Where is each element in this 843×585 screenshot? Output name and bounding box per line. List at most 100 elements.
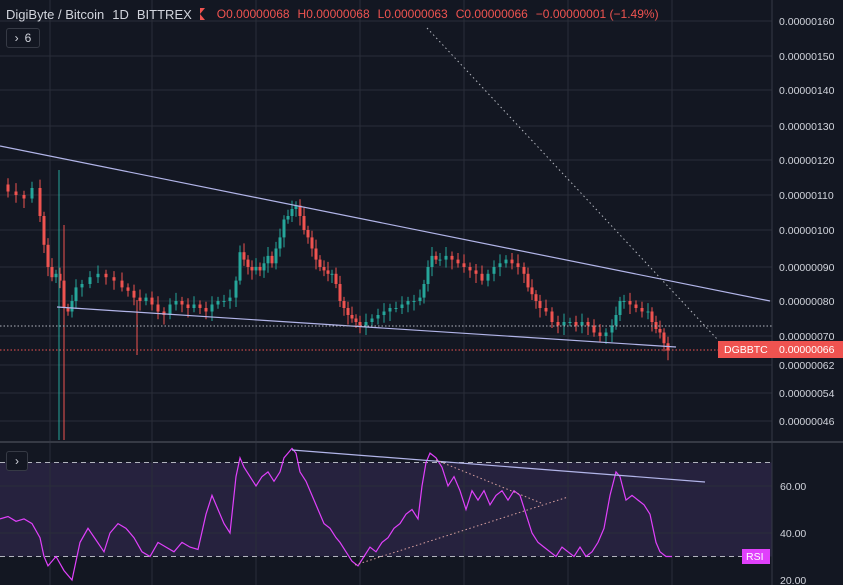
candle-body [412, 301, 416, 302]
rsi-line [0, 447, 672, 582]
interval-label[interactable]: 1D [112, 6, 129, 22]
price-tick-label: 0.00000062 [779, 360, 835, 372]
price-tick-label: 0.00000080 [779, 296, 835, 308]
price-tick-label: 0.00000150 [779, 51, 835, 63]
candle-body [646, 311, 650, 313]
candle-body [426, 267, 430, 284]
price-tick-label: 0.00000054 [779, 388, 835, 400]
candle-body [456, 259, 460, 264]
candle-body [338, 284, 342, 301]
candle-body [556, 322, 560, 326]
chevron-right-icon: › [14, 31, 19, 45]
candle-body [144, 297, 148, 301]
candle-body [282, 219, 286, 238]
candle-body [376, 315, 380, 319]
candle-body [614, 315, 618, 326]
price-tick-label: 0.00000110 [779, 190, 834, 202]
candle-body [250, 267, 254, 271]
candle-body [156, 304, 160, 312]
candle-body [538, 301, 542, 308]
flag-icon[interactable] [199, 8, 205, 20]
candle-body [370, 318, 374, 322]
indicators-toggle-button[interactable]: › 6 [6, 28, 40, 48]
candle-body [474, 270, 478, 274]
price-tick-label: 0.00000070 [779, 331, 835, 343]
candle-body [326, 270, 330, 274]
candle-body [516, 263, 520, 267]
candle-body [46, 244, 50, 267]
candle-body [112, 277, 116, 281]
candle-body [80, 284, 84, 288]
candle-body [430, 255, 434, 267]
last-price-tag [718, 341, 843, 358]
candle-body [406, 301, 410, 305]
candle-body [422, 284, 426, 298]
candle-body [658, 329, 662, 333]
candle-body [574, 322, 578, 326]
candle-body [640, 308, 644, 312]
candle-body [364, 322, 368, 326]
candle-body [50, 267, 54, 278]
candle-body [550, 311, 554, 322]
candle-body [58, 273, 62, 281]
candle-body [120, 280, 124, 288]
candle-body [354, 318, 358, 322]
candle-body [210, 304, 214, 312]
rsi-tag-label: RSI [746, 551, 764, 563]
candle-body [544, 308, 548, 312]
candle-body [274, 248, 278, 264]
candle-body [480, 273, 484, 281]
candle-body [242, 252, 246, 260]
candle-body [618, 301, 622, 315]
rsi-tag [742, 549, 770, 564]
chart-legend: DigiByte / Bitcoin 1D BITTREX O0.0000006… [6, 6, 667, 22]
candle-body [322, 267, 326, 271]
candle-body [450, 255, 454, 260]
candle-body [192, 304, 196, 308]
rsi-band [0, 462, 772, 557]
candle-body [228, 297, 232, 301]
candle-body [234, 280, 238, 298]
candle-body [346, 308, 350, 315]
candle-body [604, 332, 608, 336]
candle-body [622, 301, 626, 302]
change-value: −0.00000001 (−1.49%) [535, 7, 659, 21]
price-tick-label: 0.00000100 [779, 225, 835, 237]
candle-body [246, 259, 250, 267]
candle-body [138, 297, 142, 301]
candle-body [342, 301, 346, 308]
high-value: H0.00000068 [297, 7, 370, 21]
candle-body [96, 273, 100, 278]
candle-body [318, 259, 322, 267]
candle-body [530, 287, 534, 295]
candle-body [294, 205, 298, 209]
candle-body [438, 259, 442, 261]
chevron-right-icon: › [15, 454, 19, 468]
candle-body [580, 322, 584, 326]
candle-body [6, 184, 10, 192]
candle-body [238, 252, 242, 281]
candle-body [400, 304, 404, 308]
candle-body [42, 216, 46, 245]
symbol-name[interactable]: DigiByte / Bitcoin [6, 6, 105, 22]
price-tick-label: 0.00000090 [779, 262, 835, 274]
candle-body [104, 273, 108, 278]
candle-body [66, 308, 70, 312]
candle-body [350, 315, 354, 319]
candle-body [290, 209, 294, 216]
candle-body [286, 216, 290, 220]
rsi-toggle-button[interactable]: › [6, 451, 28, 471]
candle-body [186, 304, 190, 308]
candle-body [534, 294, 538, 301]
upper-trendline [0, 145, 771, 302]
candle-body [444, 255, 448, 260]
lower-trendline [56, 306, 677, 348]
candle-body [526, 273, 530, 288]
candle-body [394, 308, 398, 309]
candle-body [492, 267, 496, 274]
price-tick-label: 0.00000130 [779, 121, 835, 133]
candle-body [314, 248, 318, 260]
candle-body [522, 267, 526, 274]
candle-body [132, 290, 136, 298]
